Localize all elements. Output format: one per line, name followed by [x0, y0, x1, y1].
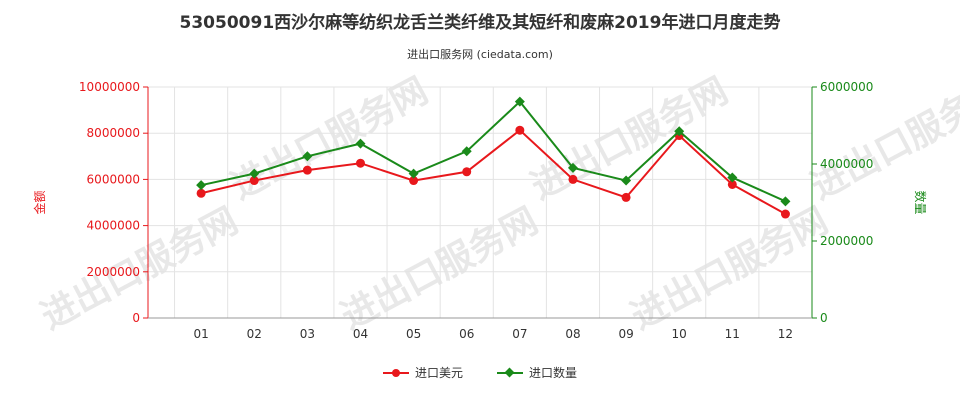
x-tick-label: 03 — [300, 327, 315, 341]
data-point-quantity — [727, 172, 738, 183]
legend-item-value[interactable]: 进口美元 — [382, 364, 463, 381]
y-tick-label-right: 4000000 — [820, 157, 873, 171]
series-line-value — [200, 128, 786, 215]
series-line-quantity — [200, 100, 786, 203]
x-tick-label: 04 — [353, 327, 368, 341]
data-point-quantity — [408, 168, 419, 179]
chart-subtitle: 进出口服务网 (ciedata.com) — [407, 48, 553, 61]
y-tick-label-left: 10000000 — [79, 80, 140, 94]
data-point-value — [515, 125, 525, 135]
data-point-quantity — [780, 196, 791, 207]
data-point-value — [409, 176, 419, 186]
y-axis-title-right: 数量 — [913, 190, 928, 214]
x-tick-label: 06 — [459, 327, 474, 341]
y-tick-label-left: 2000000 — [87, 265, 140, 279]
data-point-quantity — [196, 180, 207, 191]
data-point-quantity — [355, 138, 366, 149]
data-point-value — [462, 167, 472, 177]
data-point-value — [727, 179, 737, 189]
chart-legend: 进口美元 进口数量 — [0, 364, 960, 381]
y-axis-title-left: 金额 — [32, 190, 47, 214]
x-tick-label: 10 — [672, 327, 687, 341]
data-point-quantity — [514, 96, 525, 107]
data-point-value — [780, 209, 790, 219]
y-tick-label-right: 6000000 — [820, 80, 873, 94]
x-tick-label: 01 — [193, 327, 208, 341]
legend-swatch-quantity — [497, 367, 523, 379]
x-tick-label: 12 — [778, 327, 793, 341]
data-point-quantity — [302, 151, 313, 162]
data-point-quantity — [621, 175, 632, 186]
y-tick-label-left: 8000000 — [87, 126, 140, 140]
y-tick-label-right: 2000000 — [820, 234, 873, 248]
legend-marker — [391, 368, 400, 377]
data-point-value — [355, 158, 365, 168]
data-point-quantity — [249, 168, 260, 179]
data-point-quantity — [461, 146, 472, 157]
y-tick-label-right: 0 — [820, 311, 828, 325]
x-tick-label: 07 — [512, 327, 527, 341]
data-point-value — [302, 165, 312, 175]
x-tick-label: 08 — [565, 327, 580, 341]
legend-label: 进口美元 — [414, 366, 463, 380]
chart-title: 53050091西沙尔麻等纺织龙舌兰类纤维及其短纤和废麻2019年进口月度走势 — [179, 13, 781, 33]
legend-label: 进口数量 — [529, 366, 578, 380]
data-point-value — [568, 174, 578, 184]
data-point-quantity — [567, 162, 578, 173]
y-tick-label-left: 0 — [132, 311, 140, 325]
data-point-value — [196, 188, 206, 198]
y-tick-label-left: 6000000 — [87, 172, 140, 186]
x-tick-label: 02 — [247, 327, 262, 341]
legend-swatch-value — [382, 367, 409, 379]
x-tick-label: 09 — [618, 327, 633, 341]
x-tick-label: 05 — [406, 327, 421, 341]
x-tick-label: 11 — [725, 327, 740, 341]
legend-marker — [504, 367, 515, 377]
data-point-quantity — [674, 126, 685, 137]
data-point-value — [621, 192, 631, 202]
data-point-value — [249, 176, 259, 186]
y-tick-label-left: 4000000 — [87, 219, 140, 233]
legend-item-quantity[interactable]: 进口数量 — [497, 364, 577, 381]
